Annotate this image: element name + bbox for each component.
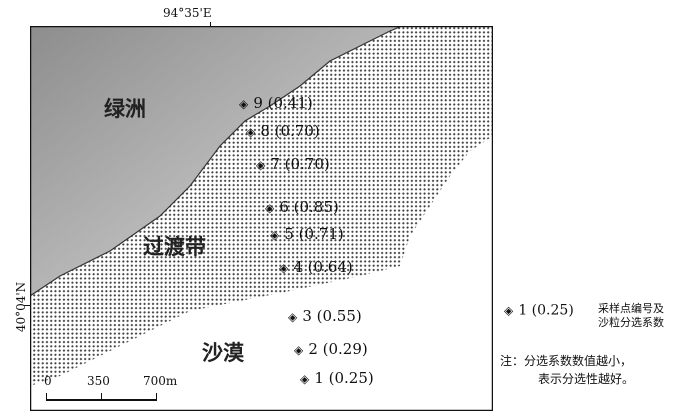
sample-point-8: ◈ 8 (0.70)	[246, 121, 320, 140]
diamond-marker-icon: ◈	[265, 201, 275, 215]
diamond-marker-icon: ◈	[279, 261, 289, 275]
diamond-marker-icon: ◈	[246, 125, 256, 139]
transition-zone	[30, 26, 493, 386]
longitude-label: 94°35'E	[163, 6, 212, 20]
sample-point-label: 9 (0.41)	[253, 94, 313, 112]
sample-point-7: ◈ 7 (0.70)	[256, 154, 330, 173]
diamond-marker-icon: ◈	[294, 343, 304, 357]
sample-point-3: ◈ 3 (0.55)	[288, 306, 362, 325]
footnote-line2: 表示分选性越好。	[538, 372, 635, 386]
scale-bar: 0 350 700m	[44, 374, 177, 402]
sample-point-label: 6 (0.85)	[279, 198, 339, 216]
sample-point-label: 4 (0.64)	[293, 258, 353, 276]
diamond-marker-icon: ◈	[256, 158, 266, 172]
map-frame	[30, 26, 493, 411]
legend-description-line1: 采样点编号及	[598, 302, 664, 315]
sample-point-label: 7 (0.70)	[270, 155, 330, 173]
scale-tick	[46, 393, 47, 400]
latitude-label: 40°04'N	[14, 281, 29, 333]
legend-description-line2: 沙粒分选系数	[598, 316, 664, 329]
diamond-marker-icon: ◈	[504, 303, 514, 318]
scale-tick	[156, 393, 157, 400]
diamond-marker-icon: ◈	[288, 310, 298, 324]
footnote: 注：分选系数数值越小， 表示分选性越好。	[500, 352, 634, 388]
scale-tick-label-350: 350	[87, 374, 110, 388]
scale-tick-label-700: 700m	[143, 374, 178, 388]
legend-example-label: 1 (0.25)	[518, 302, 574, 319]
sample-point-4: ◈ 4 (0.64)	[279, 257, 353, 276]
scale-tick	[101, 393, 102, 400]
oasis-zone	[30, 26, 402, 296]
region-label-oasis: 绿洲	[104, 97, 146, 121]
sample-point-label: 5 (0.71)	[284, 225, 344, 243]
sample-point-2: ◈ 2 (0.29)	[294, 339, 368, 358]
legend-description: 采样点编号及 沙粒分选系数	[598, 302, 664, 330]
sample-point-label: 8 (0.70)	[260, 122, 320, 140]
region-label-transition: 过渡带	[143, 235, 206, 259]
region-label-desert: 沙漠	[202, 341, 244, 365]
diamond-marker-icon: ◈	[300, 372, 310, 386]
legend: ◈ 1 (0.25) 采样点编号及 沙粒分选系数	[504, 300, 694, 329]
sample-point-5: ◈ 5 (0.71)	[270, 224, 344, 243]
diamond-marker-icon: ◈	[270, 228, 280, 242]
latitude-tick	[24, 305, 32, 306]
scale-line	[46, 399, 157, 401]
map-panel	[30, 26, 493, 411]
sample-point-label: 1 (0.25)	[314, 369, 374, 387]
sample-point-1: ◈ 1 (0.25)	[300, 368, 374, 387]
sample-point-label: 3 (0.55)	[302, 307, 362, 325]
sample-point-6: ◈ 6 (0.85)	[265, 197, 339, 216]
sample-point-9: ◈ 9 (0.41)	[239, 93, 313, 112]
sample-point-label: 2 (0.29)	[308, 340, 368, 358]
scale-tick-label-0: 0	[44, 374, 52, 388]
oasis-boundary	[30, 26, 403, 297]
footnote-line1: 注：分选系数数值越小，	[500, 354, 633, 368]
diamond-marker-icon: ◈	[239, 97, 249, 111]
